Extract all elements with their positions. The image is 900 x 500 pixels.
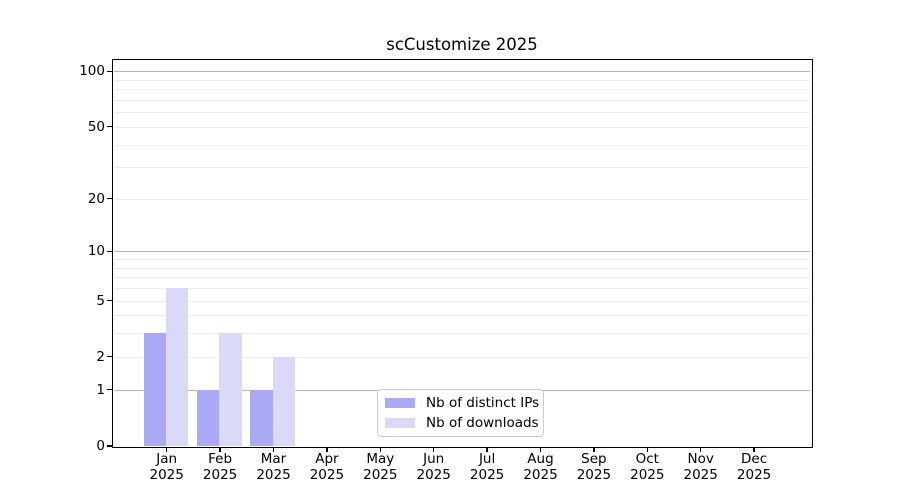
gridline-minor (114, 277, 810, 279)
bar-nb-of-distinct-ips-mar (250, 389, 273, 446)
gridline-minor (114, 112, 810, 114)
plot-area (111, 58, 813, 448)
y-tick-mark (107, 250, 112, 252)
x-tick-mark (753, 447, 755, 452)
gridline-minor (114, 267, 810, 269)
bar-nb-of-downloads-mar (272, 356, 296, 446)
x-tick-mark (700, 447, 702, 452)
x-tick-label: Aug 2025 (523, 451, 558, 483)
y-tick-mark (107, 198, 112, 200)
legend: Nb of distinct IPs Nb of downloads (377, 389, 544, 437)
y-tick-label: 20 (87, 190, 105, 207)
x-tick-mark (539, 447, 542, 452)
gridline-minor (114, 356, 810, 358)
gridline-minor (114, 89, 810, 91)
x-tick-mark (326, 447, 328, 452)
gridline-minor (114, 300, 810, 302)
gridline-minor (114, 198, 810, 200)
legend-swatch-distinct-ips (385, 398, 415, 409)
gridline-minor (114, 259, 810, 260)
bar-nb-of-downloads-jan (165, 288, 189, 446)
y-tick-mark (107, 70, 112, 72)
legend-label-downloads: Nb of downloads (426, 414, 539, 431)
gridline-minor (114, 167, 810, 169)
gridline-minor (114, 144, 810, 146)
gridline-minor (114, 288, 810, 289)
x-tick-mark (166, 447, 168, 452)
x-tick-label: Nov 2025 (683, 451, 718, 483)
y-tick-label: 10 (87, 243, 105, 260)
x-tick-label: Apr 2025 (309, 451, 345, 483)
x-tick-label: Jun 2025 (416, 451, 451, 483)
gridline-major (114, 71, 810, 73)
x-tick-label: Sep 2025 (576, 451, 612, 483)
x-tick-mark (272, 447, 275, 452)
x-tick-mark (486, 447, 488, 452)
bar-nb-of-distinct-ips-feb (196, 389, 220, 446)
bar-nb-of-distinct-ips-jan (143, 333, 166, 446)
y-tick-label: 2 (96, 348, 105, 365)
y-tick-mark (107, 356, 112, 358)
bar-nb-of-downloads-feb (219, 333, 242, 446)
x-tick-mark (433, 447, 435, 452)
y-tick-mark (107, 299, 112, 302)
x-tick-label: Oct 2025 (630, 451, 665, 483)
gridline-major (114, 251, 810, 253)
x-tick-label: Jul 2025 (469, 451, 505, 483)
y-tick-mark (107, 126, 112, 128)
x-tick-mark (379, 447, 381, 452)
gridline-minor (114, 333, 810, 335)
x-tick-mark (219, 447, 221, 452)
y-tick-label: 5 (96, 292, 105, 309)
legend-item-downloads: Nb of downloads (385, 415, 539, 431)
x-tick-mark (646, 447, 648, 452)
gridline-minor (114, 315, 810, 317)
x-tick-label: May 2025 (363, 451, 398, 483)
x-tick-label: Feb 2025 (202, 451, 238, 483)
x-tick-label: Mar 2025 (256, 451, 291, 483)
legend-item-distinct-ips: Nb of distinct IPs (385, 395, 539, 411)
legend-label-distinct-ips: Nb of distinct IPs (426, 395, 540, 412)
x-tick-label: Dec 2025 (736, 451, 772, 483)
x-tick-label: Jan 2025 (149, 451, 184, 483)
gridline-minor (114, 126, 810, 128)
y-tick-label: 50 (87, 118, 105, 135)
gridline-minor (114, 99, 810, 101)
y-tick-mark (107, 445, 112, 447)
y-tick-mark (107, 389, 112, 391)
y-tick-label: 1 (96, 381, 105, 398)
gridline-minor (114, 79, 810, 81)
legend-swatch-downloads (385, 417, 415, 428)
y-tick-label: 100 (79, 63, 105, 80)
y-tick-label: 0 (96, 438, 105, 454)
x-tick-mark (593, 447, 595, 452)
chart-title: scCustomize 2025 (386, 35, 538, 54)
